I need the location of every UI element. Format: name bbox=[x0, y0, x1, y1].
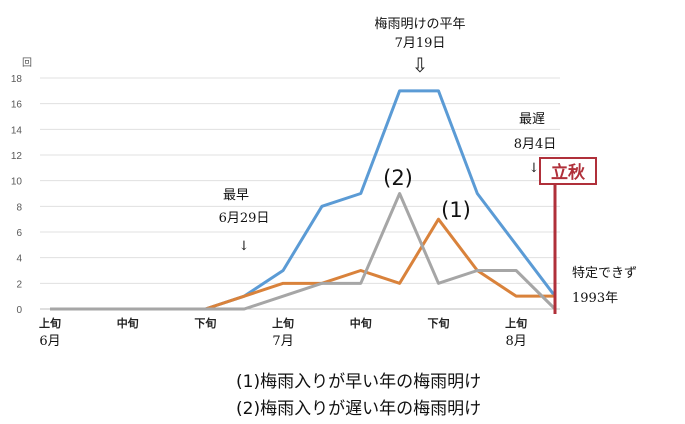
annotation-undetermined-line2: 1993年 bbox=[572, 291, 618, 306]
arrow-down-icon: ⇩ bbox=[412, 53, 429, 77]
series-lines bbox=[50, 89, 557, 311]
legend-line-1: (1)梅雨入りが早い年の梅雨明け bbox=[236, 372, 481, 392]
month-label: 6月 bbox=[39, 334, 60, 349]
x-tick-label: 中旬 bbox=[117, 316, 139, 330]
series-line-late bbox=[50, 192, 557, 311]
y-unit-label: 回 bbox=[22, 57, 32, 69]
x-tick-label: 上旬 bbox=[272, 316, 294, 330]
series-label-late: (2) bbox=[383, 166, 413, 190]
y-tick-label: 18 bbox=[11, 74, 23, 85]
arrow-down-icon: ↓ bbox=[239, 239, 250, 254]
series-line-early bbox=[50, 217, 555, 311]
y-tick-label: 12 bbox=[11, 151, 23, 162]
y-tick-label: 2 bbox=[16, 279, 22, 290]
y-tick-label: 4 bbox=[16, 254, 22, 265]
series-label-early: (1) bbox=[441, 198, 471, 222]
annotation-latest-line1: 最遅 bbox=[519, 112, 545, 127]
risshu-label: 立秋 bbox=[551, 162, 586, 183]
annotation-undetermined-line1: 特定できず bbox=[572, 266, 637, 281]
y-tick-label: 8 bbox=[16, 202, 22, 213]
annotation-earliest-line1: 最早 bbox=[223, 188, 249, 203]
risshu-marker: 立秋 bbox=[539, 157, 597, 314]
annotation-normal-line1: 梅雨明けの平年 bbox=[374, 17, 465, 32]
annotation-undetermined: 特定できず 1993年 bbox=[572, 266, 637, 306]
annotation-earliest: 最早 6月29日 ↓ bbox=[219, 188, 270, 254]
x-tick-label: 中旬 bbox=[350, 316, 372, 330]
y-tick-labels: 0 2 4 6 8 10 12 14 16 18 bbox=[11, 74, 23, 316]
y-tick-label: 0 bbox=[16, 305, 22, 316]
annotation-latest-line2: 8月4日 bbox=[514, 137, 557, 152]
x-tick-label: 上旬 bbox=[505, 316, 527, 330]
y-tick-label: 14 bbox=[11, 125, 23, 136]
x-tick-labels: 上旬 中旬 下旬 上旬 中旬 下旬 上旬 bbox=[39, 316, 527, 330]
x-tick-label: 下旬 bbox=[427, 316, 449, 330]
y-tick-label: 16 bbox=[11, 100, 23, 111]
gridlines bbox=[40, 77, 560, 310]
y-tick-label: 10 bbox=[11, 177, 23, 188]
risshu-box bbox=[539, 157, 597, 185]
month-label: 8月 bbox=[506, 334, 527, 349]
legend-line-2: (2)梅雨入りが遅い年の梅雨明け bbox=[236, 399, 481, 419]
annotation-normal: 梅雨明けの平年 7月19日 ⇩ bbox=[374, 17, 465, 77]
arrow-down-icon: ↓ bbox=[529, 161, 540, 176]
y-tick-label: 6 bbox=[16, 228, 22, 239]
x-tick-label: 下旬 bbox=[194, 316, 216, 330]
month-label: 7月 bbox=[272, 334, 293, 349]
annotation-normal-line2: 7月19日 bbox=[395, 36, 446, 51]
x-tick-label: 上旬 bbox=[39, 316, 61, 330]
annotation-latest: 最遅 8月4日 ↓ bbox=[514, 112, 557, 176]
annotation-earliest-line2: 6月29日 bbox=[219, 211, 270, 226]
month-labels: 6月 7月 8月 bbox=[39, 334, 526, 349]
series-line-all bbox=[50, 89, 557, 311]
